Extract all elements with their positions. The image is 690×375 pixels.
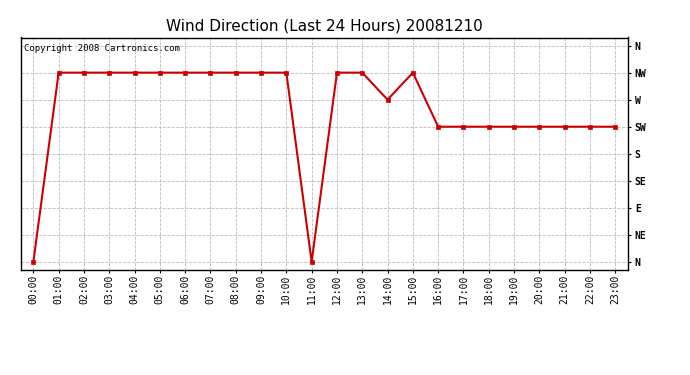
Title: Wind Direction (Last 24 Hours) 20081210: Wind Direction (Last 24 Hours) 20081210 [166,18,483,33]
Text: Copyright 2008 Cartronics.com: Copyright 2008 Cartronics.com [23,45,179,54]
